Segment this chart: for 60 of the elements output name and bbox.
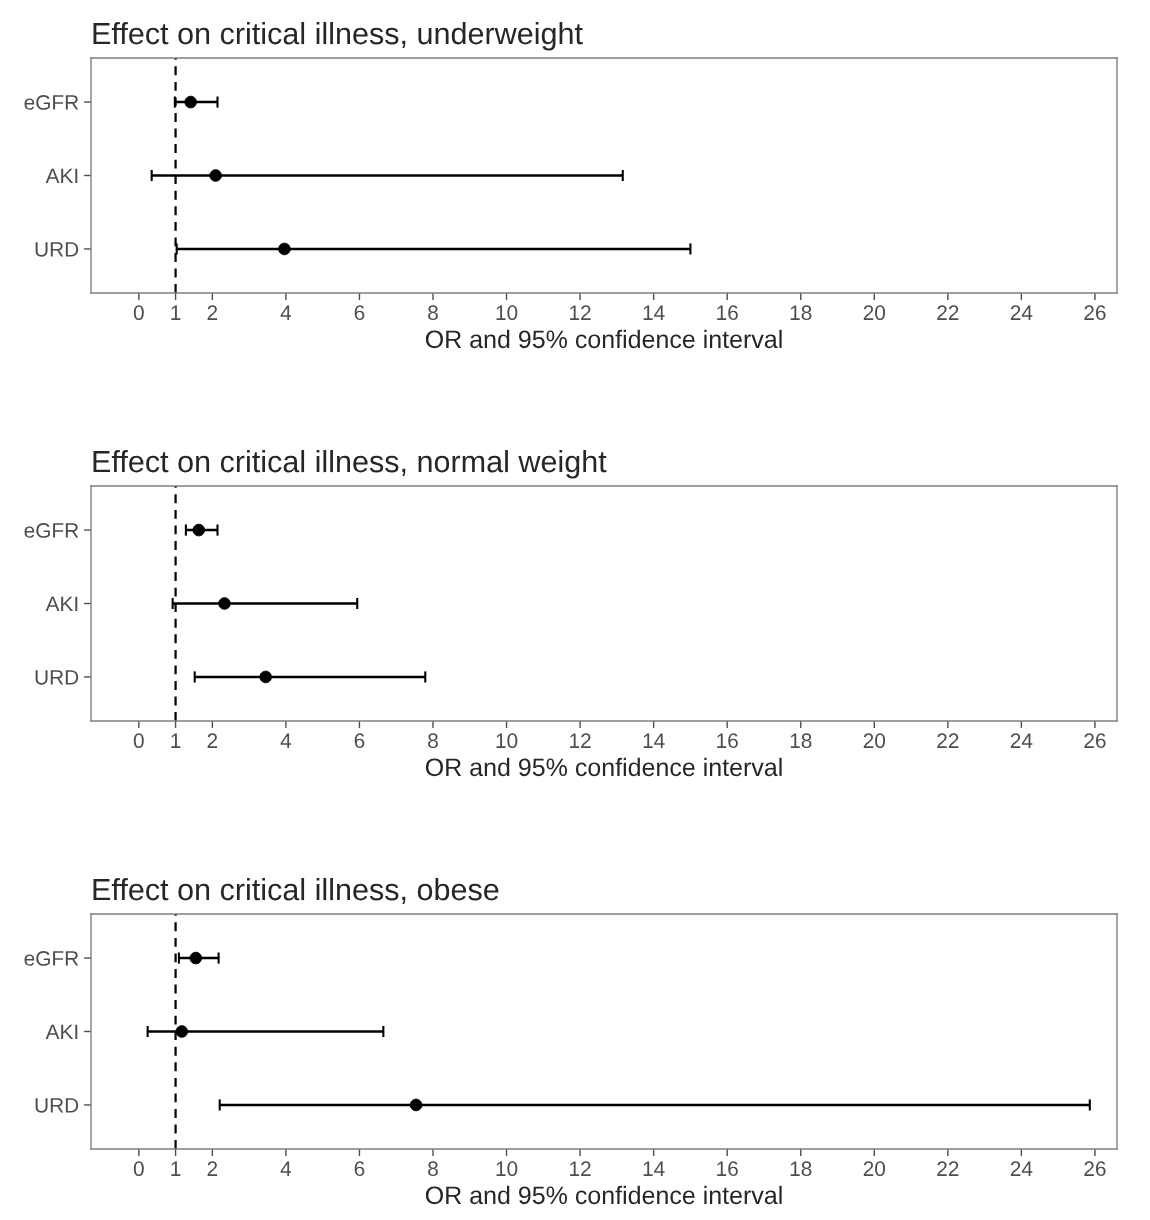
x-tick-label: 22 <box>937 1161 959 1176</box>
x-tick-label: 10 <box>496 305 518 321</box>
x-tick-label: 2 <box>207 1161 218 1176</box>
y-tick-label: eGFR <box>24 95 79 110</box>
x-tick-label: 16 <box>717 733 738 749</box>
x-tick-label: 6 <box>354 305 365 321</box>
x-tick-label: 14 <box>643 305 665 320</box>
y-tick-label: AKI <box>45 168 78 184</box>
x-tick-label: 18 <box>790 733 812 749</box>
x-tick-label: 1 <box>171 1161 181 1176</box>
x-tick-label: 18 <box>790 305 812 321</box>
x-tick-label: 18 <box>790 1161 812 1177</box>
x-tick-label: 0 <box>133 1161 144 1177</box>
x-tick-label: 24 <box>1010 1161 1033 1176</box>
y-tick-label: eGFR <box>24 523 79 538</box>
y-tick-label: eGFR <box>24 951 79 966</box>
x-tick-label: 2 <box>207 305 218 320</box>
y-tick-label: AKI <box>45 596 78 612</box>
x-axis-title: OR and 95% confidence interval <box>425 329 782 349</box>
x-tick-label: 20 <box>863 733 886 749</box>
x-tick-label: 24 <box>1010 305 1033 320</box>
x-tick-label: 6 <box>354 1161 365 1177</box>
x-tick-label: 8 <box>428 733 438 749</box>
x-tick-label: 8 <box>428 305 438 321</box>
x-tick-label: 16 <box>717 305 738 321</box>
x-tick-label: 0 <box>133 305 144 321</box>
chart-title: Effect on critical illness, normal weight <box>93 449 607 479</box>
x-tick-label: 1 <box>171 733 181 748</box>
x-tick-label: 4 <box>280 1161 292 1176</box>
x-tick-label: 14 <box>643 733 665 748</box>
x-tick-label: 10 <box>496 1161 518 1177</box>
x-tick-label: 1 <box>171 305 181 320</box>
x-tick-label: 12 <box>570 1161 591 1176</box>
x-tick-label: 20 <box>863 305 886 321</box>
x-tick-label: 10 <box>496 733 518 749</box>
y-tick-label: URD <box>35 242 79 257</box>
x-tick-label: 16 <box>717 1161 738 1177</box>
x-tick-label: 20 <box>863 1161 886 1177</box>
chart-title: Effect on critical illness, obese <box>93 877 499 905</box>
x-tick-label: 26 <box>1084 1161 1106 1177</box>
x-tick-label: 6 <box>354 733 365 749</box>
x-tick-label: 0 <box>133 733 144 749</box>
x-axis-title: OR and 95% confidence interval <box>425 1185 782 1205</box>
y-tick-label: URD <box>35 670 79 685</box>
x-tick-label: 12 <box>570 305 591 320</box>
x-tick-label: 24 <box>1010 733 1033 748</box>
chart-title: Effect on critical illness, underweight <box>93 21 583 51</box>
x-tick-label: 4 <box>280 733 292 748</box>
x-tick-label: 22 <box>937 733 959 748</box>
y-tick-label: AKI <box>45 1024 78 1040</box>
y-tick-label: URD <box>35 1098 79 1113</box>
x-tick-label: 26 <box>1084 305 1106 321</box>
x-axis-title: OR and 95% confidence interval <box>425 757 782 777</box>
x-tick-label: 8 <box>428 1161 438 1177</box>
x-tick-label: 22 <box>937 305 959 320</box>
x-tick-label: 2 <box>207 733 218 748</box>
x-tick-label: 26 <box>1084 733 1106 749</box>
x-tick-label: 14 <box>643 1161 665 1176</box>
x-tick-label: 4 <box>280 305 292 320</box>
x-tick-label: 12 <box>570 733 591 748</box>
